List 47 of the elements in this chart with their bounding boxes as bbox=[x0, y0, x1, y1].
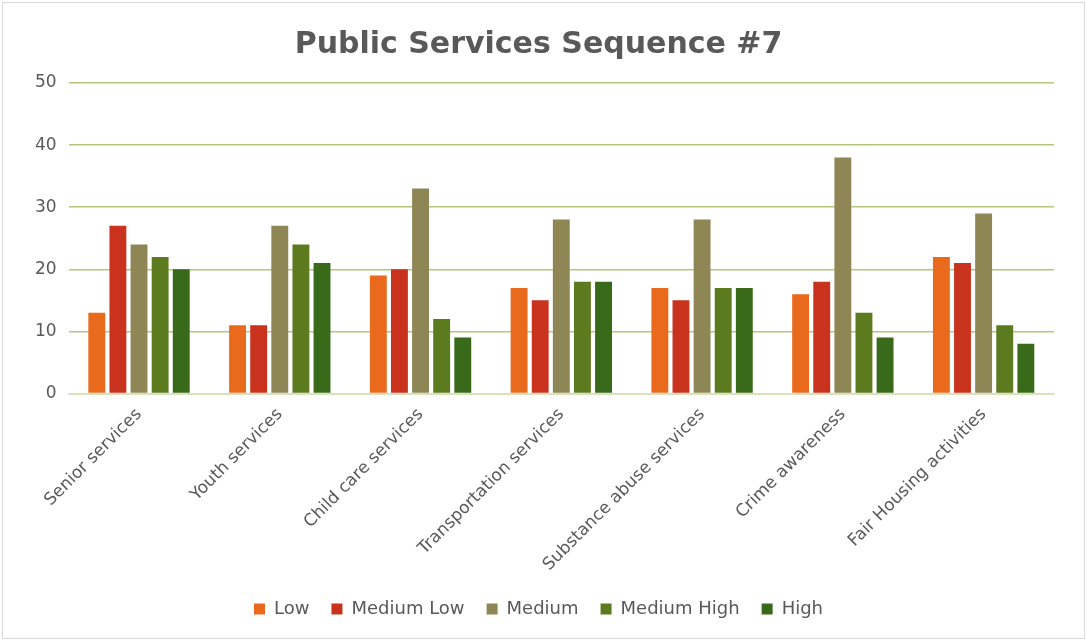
bar bbox=[834, 157, 852, 393]
bar bbox=[693, 219, 711, 393]
bar bbox=[552, 219, 570, 393]
bar bbox=[996, 325, 1014, 393]
bar bbox=[369, 275, 387, 393]
bar bbox=[932, 256, 950, 393]
bar bbox=[510, 287, 528, 393]
bar bbox=[172, 269, 190, 393]
bar bbox=[130, 244, 148, 393]
bar bbox=[151, 256, 169, 393]
bar bbox=[454, 337, 472, 393]
bar bbox=[412, 188, 429, 393]
legend-label: High bbox=[781, 596, 823, 618]
y-tick-label: 50 bbox=[34, 71, 57, 92]
y-tick-label: 10 bbox=[34, 319, 57, 340]
bar bbox=[229, 325, 246, 393]
legend-label: Low bbox=[274, 596, 310, 618]
bar bbox=[792, 294, 810, 393]
bar bbox=[433, 318, 451, 393]
bar bbox=[876, 337, 894, 393]
y-tick-label: 30 bbox=[34, 195, 57, 216]
bar bbox=[313, 263, 331, 393]
legend-label: Medium Low bbox=[351, 596, 465, 618]
bar bbox=[651, 287, 669, 393]
y-tick-label: 0 bbox=[45, 381, 57, 402]
bar bbox=[855, 312, 873, 393]
bar bbox=[271, 225, 289, 393]
legend-label: Medium High bbox=[620, 596, 740, 618]
y-tick-label: 20 bbox=[34, 257, 57, 278]
bar bbox=[975, 213, 993, 393]
bar bbox=[88, 312, 106, 393]
bar bbox=[714, 287, 732, 393]
bar bbox=[735, 287, 753, 393]
bar bbox=[390, 269, 408, 393]
bar bbox=[250, 325, 268, 393]
bar bbox=[813, 281, 831, 393]
chart-title: Public Services Sequence #7 bbox=[294, 24, 783, 60]
bar bbox=[531, 300, 549, 393]
legend-label: Medium bbox=[506, 596, 579, 618]
bar bbox=[292, 244, 310, 393]
bar bbox=[672, 300, 690, 393]
bar bbox=[109, 225, 127, 393]
bar bbox=[595, 281, 612, 393]
bar bbox=[954, 263, 971, 393]
y-tick-label: 40 bbox=[34, 133, 57, 154]
bar bbox=[573, 281, 591, 393]
bar bbox=[1017, 343, 1035, 393]
